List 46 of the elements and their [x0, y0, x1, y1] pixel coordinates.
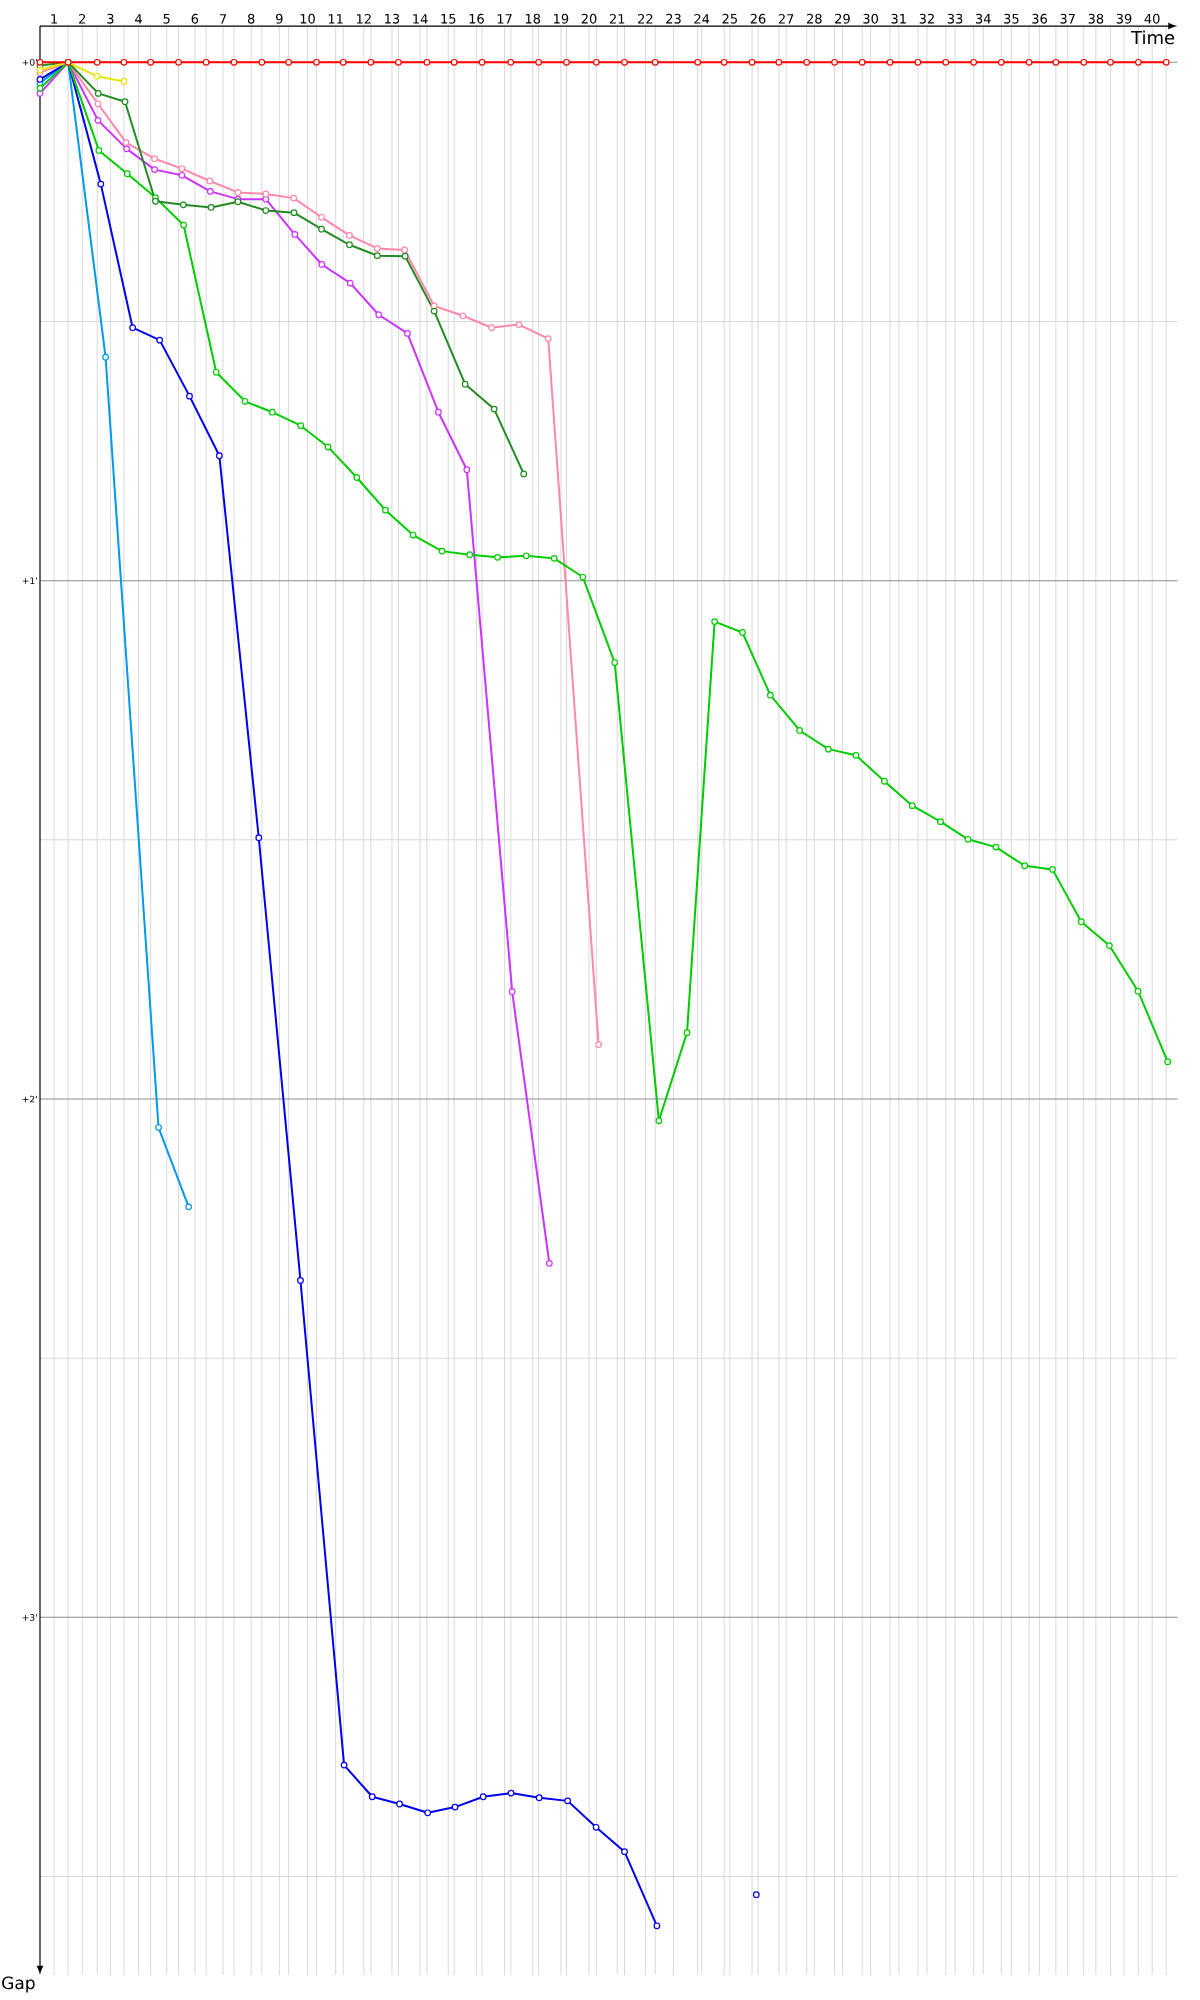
x-tick-label: 34 — [975, 13, 991, 24]
x-tick-label: 3 — [107, 13, 114, 24]
x-tick-label: 39 — [1116, 13, 1132, 24]
x-tick-label: 28 — [806, 13, 822, 24]
x-axis-title: Time — [1130, 30, 1175, 45]
x-tick-label: 23 — [666, 13, 681, 24]
y-axis-title: Gap — [2, 1976, 35, 1993]
x-tick-label: 2 — [79, 13, 86, 24]
x-tick-label: 26 — [750, 13, 766, 24]
x-tick-label: 5 — [163, 13, 170, 24]
x-tick-label: 13 — [385, 13, 400, 24]
x-tick-label: 16 — [469, 13, 484, 24]
x-tick-label: 29 — [835, 13, 850, 24]
x-tick-label: 15 — [441, 13, 456, 24]
x-tick-label: 10 — [300, 13, 315, 24]
x-tick-label: 19 — [554, 13, 569, 24]
x-tick-label: 36 — [1032, 13, 1047, 24]
x-tick-label: 24 — [694, 13, 710, 24]
x-tick-label: 35 — [1004, 13, 1019, 24]
x-tick-label: 27 — [778, 13, 794, 24]
x-tick-label: 1 — [51, 14, 57, 24]
x-tick-label: 37 — [1060, 13, 1075, 24]
x-tick-label: 20 — [581, 13, 597, 24]
x-tick-label: 30 — [863, 13, 879, 24]
x-tick-label: 32 — [919, 13, 934, 24]
x-tick-label: 25 — [722, 13, 737, 24]
x-tick-label: 4 — [135, 14, 142, 24]
x-tick-label: 21 — [609, 13, 625, 24]
x-tick-label: 7 — [219, 14, 227, 24]
x-tick-label: 38 — [1088, 13, 1104, 24]
x-tick-label: 11 — [328, 14, 343, 24]
y-tick-label: +0' — [22, 58, 37, 66]
x-tick-label: 6 — [191, 13, 199, 24]
x-tick-label: 8 — [247, 13, 255, 24]
x-tick-label: 40 — [1144, 13, 1160, 24]
y-tick-label: +3' — [22, 1613, 37, 1621]
x-tick-label: 31 — [891, 13, 906, 24]
x-tick-label: 14 — [413, 14, 428, 24]
x-tick-label: 12 — [356, 13, 371, 24]
x-tick-label: 9 — [276, 13, 283, 24]
x-tick-label: 17 — [497, 14, 512, 24]
x-tick-label: 18 — [525, 13, 541, 24]
y-tick-label: +2' — [22, 1095, 37, 1103]
y-tick-label: +1' — [22, 577, 37, 584]
x-tick-label: 22 — [638, 13, 653, 24]
x-tick-label: 33 — [947, 13, 963, 24]
